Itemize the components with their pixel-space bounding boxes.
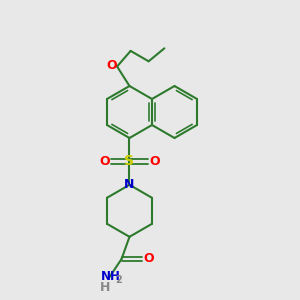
Text: O: O bbox=[107, 59, 117, 72]
Text: 2: 2 bbox=[115, 275, 122, 285]
Text: O: O bbox=[100, 155, 110, 168]
Text: S: S bbox=[124, 154, 134, 168]
Text: NH: NH bbox=[101, 270, 121, 283]
Text: O: O bbox=[149, 155, 160, 168]
Text: N: N bbox=[124, 178, 135, 191]
Text: H: H bbox=[99, 281, 110, 294]
Text: O: O bbox=[144, 252, 154, 266]
